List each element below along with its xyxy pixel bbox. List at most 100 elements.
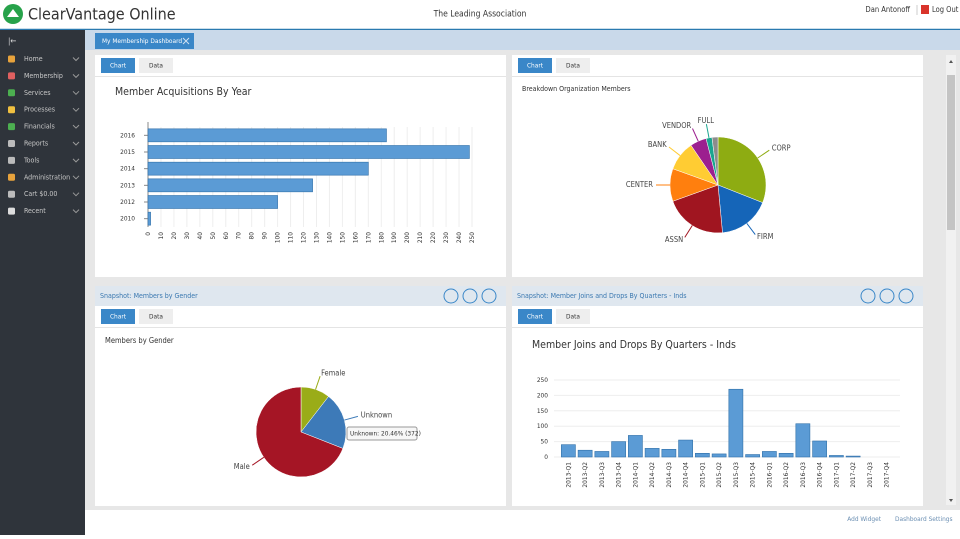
scrollbar-thumb[interactable] [947,75,955,230]
x-tick-label: 50 [209,232,217,240]
sidebar-icon [8,72,15,80]
x-tick-label: 2017-Q2 [849,462,857,488]
widget-tab[interactable] [556,309,590,324]
scroll-down[interactable] [949,499,953,502]
widget-tab[interactable] [101,309,135,324]
x-tick-label: 2013-Q1 [564,462,572,488]
widget-tab[interactable] [518,309,552,324]
sidebar-chevron [72,175,80,180]
dashboard-tab-close[interactable] [182,37,190,45]
widget-action[interactable] [481,288,497,304]
x-tick-label: 2015-Q1 [698,462,706,488]
pie-label: CORP [772,143,791,152]
x-tick-label: 120 [300,232,308,243]
x-tick-label: 2014-Q2 [648,462,656,488]
widget-action[interactable] [443,288,459,304]
x-tick-label: 130 [312,232,320,243]
widget-body [512,306,923,506]
x-tick-label: 90 [261,232,269,240]
x-tick-label: 210 [416,232,424,243]
pie-slice [717,184,763,234]
widget-action[interactable] [879,288,895,304]
bar [577,449,593,458]
logout-link[interactable]: Log Out [932,5,959,14]
widget-tab-label: Chart [110,313,127,321]
bar [147,211,151,226]
x-tick-label: 80 [248,232,256,240]
footer [85,510,960,535]
sidebar-icon [8,106,15,114]
pie-leader [684,225,693,238]
bar [628,435,643,458]
sidebar-item[interactable]: Services [24,89,51,97]
sidebar-chevron [72,90,80,96]
x-tick-label: 230 [442,232,450,243]
pie-slice [300,396,347,449]
add-widget[interactable]: Add Widget [847,515,881,523]
bar [795,423,811,458]
sidebar-icon [8,173,15,181]
sidebar-item[interactable]: Recent [24,207,46,215]
widget-tab-label: Chart [527,313,544,321]
bar [561,444,576,458]
dashboard-tab-label: My Membership Dashboard [102,37,182,45]
pie-leader [344,415,359,421]
pie-label: VENDOR [662,121,691,130]
sidebar-item[interactable]: Financials [24,123,55,131]
pie-leader [692,128,699,142]
sidebar-chevron [72,57,80,62]
dashboard-tab[interactable] [95,33,194,49]
bar [147,178,313,193]
x-tick-label: 250 [468,232,476,243]
sidebar-item[interactable]: Tools [23,156,39,164]
x-tick-label: 2017-Q1 [832,462,840,488]
sidebar-chevron [72,124,80,129]
widget-action[interactable] [898,288,914,304]
sidebar-item[interactable]: Administration [24,173,70,181]
bar [147,145,470,159]
pie-slice [255,386,344,478]
dashboard-settings[interactable]: Dashboard Settings [895,515,953,523]
tooltip-box [346,426,418,441]
sidebar-chevron [72,141,80,146]
bar [678,439,693,458]
widget-tab-label: Chart [110,62,127,70]
sidebar-item[interactable]: Cart $0.00 [24,190,57,198]
widget-tab-label: Data [566,313,580,321]
x-tick-label: 2014-Q4 [682,462,690,488]
widget-tab[interactable] [139,58,173,73]
y-tick-label: 2016 [120,131,135,139]
widget-tab-label: Data [566,62,580,70]
x-tick-label: 2013-Q3 [598,462,606,488]
x-tick-label: 160 [351,232,359,243]
sidebar-item[interactable]: Home [24,55,43,63]
widget-tab[interactable] [556,58,590,73]
sidebar-collapse[interactable]: |← [8,37,16,46]
sidebar-item[interactable]: Reports [24,140,48,148]
y-tick-label: 0 [544,453,548,461]
x-tick-label: 100 [274,232,282,243]
bar [147,195,278,209]
y-tick-label: 100 [537,422,548,430]
x-tick-label: 20 [170,232,178,240]
widget-tab[interactable] [139,309,173,324]
widget-header [95,286,506,306]
x-tick-label: 200 [403,232,411,243]
sidebar-item[interactable]: Processes [24,106,55,114]
y-tick-label: 2014 [120,165,135,173]
tab-bar [85,30,960,50]
widget-action[interactable] [860,288,876,304]
scrollbar-track [946,55,956,505]
widget-action[interactable] [462,288,478,304]
x-tick-label: 0 [144,232,152,236]
user-name[interactable]: Dan Antonoff [866,5,911,14]
sidebar-item[interactable]: Membership [24,72,63,80]
widget-tab[interactable] [101,58,135,73]
x-tick-label: 2014-Q1 [631,462,639,488]
scroll-up[interactable] [949,60,953,63]
sidebar-icon [8,55,15,63]
widget-tab[interactable] [518,58,552,73]
x-tick-label: 190 [390,232,398,243]
logout-icon [921,5,929,14]
